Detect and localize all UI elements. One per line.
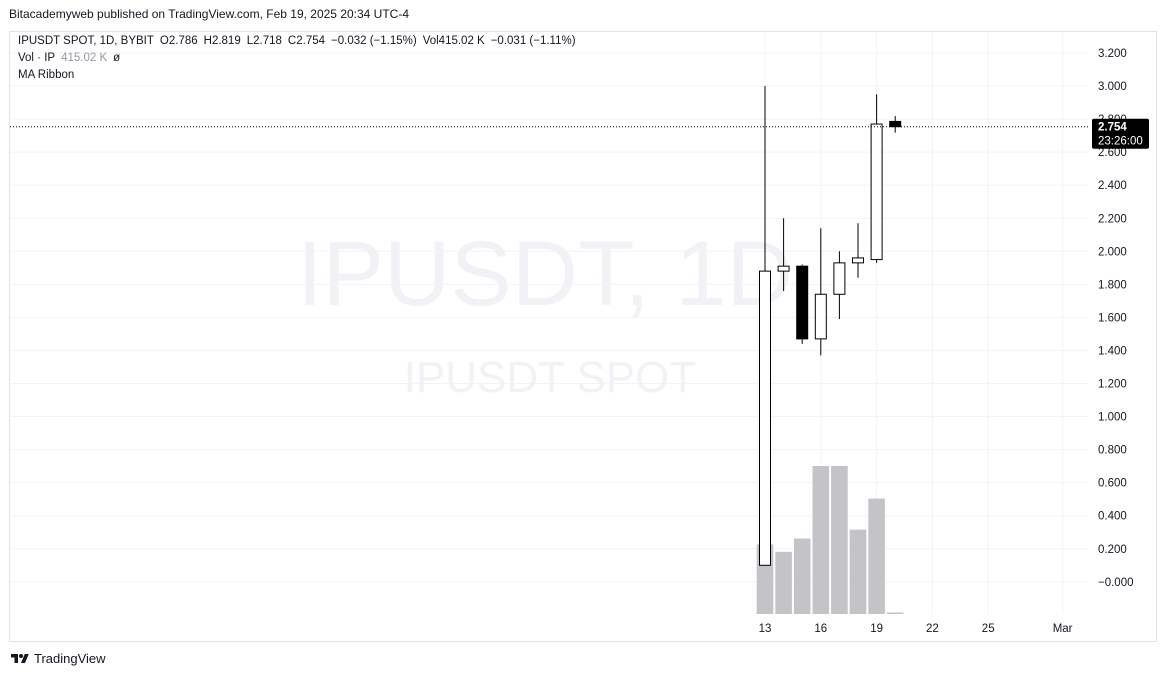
price-tick-label: 1.800 xyxy=(1098,279,1127,291)
price-tick-label: 2.600 xyxy=(1098,147,1127,159)
candles xyxy=(759,86,902,566)
ma-ribbon-label: MA Ribbon xyxy=(18,69,75,81)
price-tick-label: 0.800 xyxy=(1098,445,1127,457)
candle-body xyxy=(814,293,827,340)
time-tick-label: 16 xyxy=(814,623,827,635)
candle-body xyxy=(833,262,846,295)
price-tick-label: 0.200 xyxy=(1098,544,1127,556)
candle-body xyxy=(889,120,902,128)
candle[interactable] xyxy=(833,251,846,320)
volume-bar xyxy=(886,612,904,614)
volume-bar xyxy=(812,466,830,614)
price-axis: 3.2003.0002.8002.6002.4002.2002.0001.800… xyxy=(1092,48,1149,589)
legend-high: H2.819 xyxy=(203,35,241,47)
candle[interactable] xyxy=(870,94,883,263)
candle[interactable] xyxy=(852,223,864,278)
candle[interactable] xyxy=(759,86,771,566)
volume-bar xyxy=(775,551,792,614)
last-price-value: 2.754 xyxy=(1098,122,1127,134)
time-axis: 13 16 19 22 25 Mar xyxy=(759,623,1073,635)
volume-bar xyxy=(793,538,811,614)
candle-body xyxy=(796,265,809,340)
legend-ma-ribbon[interactable]: MA Ribbon xyxy=(18,69,74,81)
candle[interactable] xyxy=(889,115,902,133)
time-tick-label: 25 xyxy=(982,623,995,635)
candle-body xyxy=(777,265,790,272)
chart-frame xyxy=(9,31,1157,642)
legend-change: −0.032 (−1.15%) xyxy=(331,35,417,47)
legend-symbol[interactable]: IPUSDT SPOT, 1D, BYBIT xyxy=(18,35,154,47)
last-price-label: 2.754 23:26:00 xyxy=(1092,118,1149,149)
time-tick-label: 22 xyxy=(926,623,939,635)
legend-close: C2.754 xyxy=(287,35,326,47)
legend-low: L2.718 xyxy=(246,35,282,47)
last-price-label-bg xyxy=(1092,118,1149,149)
candle-body xyxy=(759,270,771,566)
footer-brand[interactable]: TradingView xyxy=(10,651,106,666)
price-tick-label: −0.000 xyxy=(1098,577,1134,589)
legend-volume-change: −0.031 (−1.11%) xyxy=(490,35,576,47)
watermark: IPUSDT, 1D IPUSDT SPOT xyxy=(297,223,793,402)
time-tick-label: 19 xyxy=(870,623,883,635)
volume-bar xyxy=(868,498,885,614)
price-tick-label: 2.400 xyxy=(1098,180,1127,192)
volume-bar xyxy=(849,529,867,614)
price-tick-label: 1.200 xyxy=(1098,379,1127,391)
vol-indicator-label: Vol · IP xyxy=(18,52,56,64)
tradingview-logo-icon xyxy=(11,653,29,663)
last-price-countdown: 23:26:00 xyxy=(1098,136,1143,148)
legend-open: O2.786 xyxy=(159,35,198,47)
vol-indicator-symbol: ø xyxy=(113,52,121,64)
time-tick-label: Mar xyxy=(1053,623,1073,635)
candle-body xyxy=(852,257,864,264)
price-tick-label: 1.600 xyxy=(1098,312,1127,324)
published-line: Bitacademyweb published on TradingView.c… xyxy=(9,7,410,21)
price-tick-label: 2.000 xyxy=(1098,246,1127,258)
candle[interactable] xyxy=(814,228,827,356)
price-tick-label: 1.000 xyxy=(1098,412,1127,424)
price-tick-label: 1.400 xyxy=(1098,345,1127,357)
footer-brand-label: TradingView xyxy=(34,651,106,666)
price-tick-label: 0.400 xyxy=(1098,511,1127,523)
volume-bars xyxy=(756,466,904,614)
price-tick-label: 3.000 xyxy=(1098,81,1127,93)
candle[interactable] xyxy=(777,218,790,291)
price-tick-label: 3.200 xyxy=(1098,48,1127,60)
vol-indicator-value: 415.02 K xyxy=(61,52,108,64)
watermark-main: IPUSDT, 1D xyxy=(297,223,793,325)
price-tick-label: 2.200 xyxy=(1098,213,1127,225)
time-tick-label: 13 xyxy=(759,623,772,635)
watermark-sub: IPUSDT SPOT xyxy=(404,353,697,402)
legend-volume-indicator[interactable]: Vol · IP 415.02 K ø xyxy=(18,52,120,64)
legend-volume: Vol415.02 K xyxy=(422,35,485,47)
legend-ohlc: IPUSDT SPOT, 1D, BYBIT O2.786 H2.819 L2.718… xyxy=(18,35,576,47)
price-tick-label: 0.600 xyxy=(1098,478,1127,490)
candle-body xyxy=(870,123,883,261)
candle[interactable] xyxy=(796,264,809,344)
volume-bar xyxy=(831,466,848,614)
